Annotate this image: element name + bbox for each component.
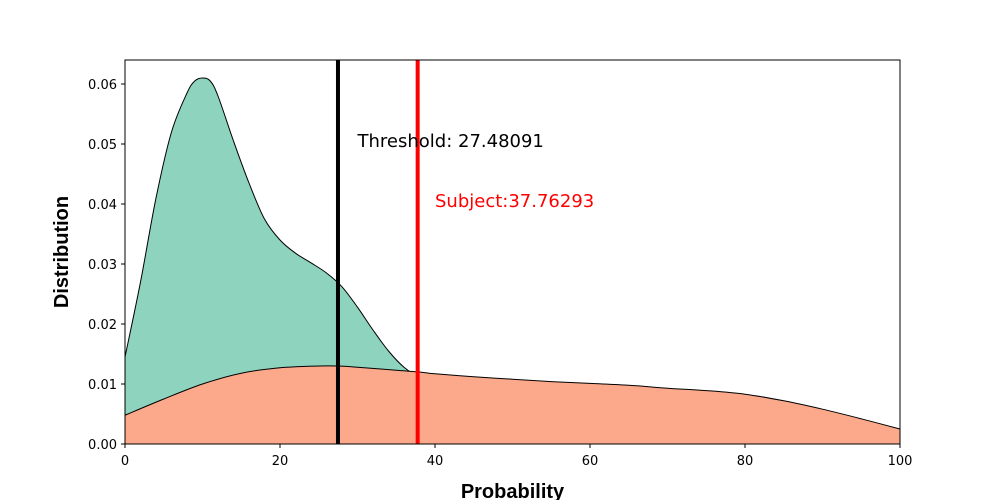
area-series-2 [125,365,900,444]
threshold-label: Threshold: 27.48091 [357,131,544,152]
y-tick-label: 0.04 [88,198,117,213]
plot-frame [124,59,901,445]
x-tick-label: 40 [427,454,444,469]
x-tick-label: 80 [737,454,754,469]
x-tick-label: 100 [888,454,913,469]
y-tick-label: 0.02 [88,318,117,333]
y-tick-label: 0.03 [88,258,117,273]
area-series-1 [125,78,900,444]
annotations-group: Threshold: 27.48091 Subject:37.76293 [357,131,595,212]
x-axis-label: Probability [461,481,565,500]
x-axis-ticks: 0 20 40 60 80 100 [121,444,913,469]
y-tick-label: 0.00 [88,438,117,453]
area-series-group [124,77,901,444]
x-tick-label: 60 [582,454,599,469]
y-axis-label: Distribution [51,196,73,308]
area-series-2-outline [124,365,901,430]
x-tick-label: 20 [272,454,289,469]
x-tick-label: 0 [121,454,129,469]
subject-label: Subject:37.76293 [435,191,594,212]
y-tick-label: 0.05 [88,138,117,153]
y-tick-label: 0.01 [88,378,117,393]
y-axis-ticks: 0.00 0.01 0.02 0.03 0.04 0.05 0.06 [88,78,125,453]
reference-lines-group [335,60,420,444]
y-tick-label: 0.06 [88,78,117,93]
